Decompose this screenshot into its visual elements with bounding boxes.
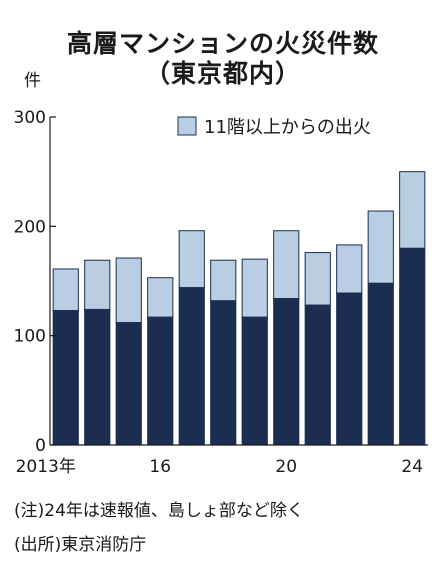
- bar-segment-other-floors: [273, 297, 300, 446]
- bar-segment-11f-and-above: [210, 259, 237, 302]
- bar-segment-11f-and-above: [52, 268, 79, 312]
- bar-segment-11f-and-above: [147, 277, 174, 318]
- legend-swatch: [177, 116, 197, 136]
- bar-segment-11f-and-above: [367, 210, 394, 284]
- y-tick-label: 0: [35, 436, 46, 456]
- bar-segment-other-floors: [304, 304, 331, 446]
- bar-segment-other-floors: [147, 316, 174, 446]
- bars-group: [52, 171, 426, 446]
- bar-segment-other-floors: [241, 316, 268, 446]
- footnote: (注)24年は速報値、島しょ部など除く: [14, 501, 304, 521]
- bar-segment-11f-and-above: [399, 171, 426, 249]
- bar-segment-11f-and-above: [115, 257, 142, 324]
- axes-group: 0 100 200 300 2013年 16 20 24: [14, 108, 428, 477]
- bar-segment-other-floors: [115, 322, 142, 446]
- bar-segment-11f-and-above: [336, 244, 363, 294]
- x-tick-label: 20: [275, 457, 297, 477]
- bar-segment-11f-and-above: [273, 230, 300, 300]
- chart-title: 高層マンションの火災件数: [66, 29, 379, 58]
- bar-segment-other-floors: [52, 310, 79, 446]
- bar-segment-other-floors: [84, 308, 111, 446]
- bar-segment-11f-and-above: [304, 252, 331, 306]
- bar-segment-other-floors: [178, 287, 205, 446]
- y-axis-unit-label: 件: [24, 71, 41, 91]
- legend-label: 11階以上からの出火: [204, 117, 371, 138]
- bar-segment-other-floors: [336, 292, 363, 446]
- legend: 11階以上からの出火: [177, 116, 371, 138]
- x-tick-label: 2013年: [16, 457, 76, 477]
- x-tick-label: 16: [149, 457, 171, 477]
- y-tick-label: 200: [14, 217, 46, 237]
- bar-segment-11f-and-above: [178, 230, 205, 289]
- y-tick-label: 100: [14, 327, 46, 347]
- x-tick-label: 24: [401, 457, 423, 477]
- source-note: (出所)東京消防庁: [14, 535, 147, 555]
- bar-segment-11f-and-above: [241, 258, 268, 318]
- bar-segment-other-floors: [210, 300, 237, 446]
- y-tick-label: 300: [14, 108, 46, 128]
- bar-segment-11f-and-above: [84, 259, 111, 310]
- bar-segment-other-floors: [399, 247, 426, 446]
- bar-segment-other-floors: [367, 282, 394, 446]
- chart-subtitle: （東京都内）: [144, 59, 301, 88]
